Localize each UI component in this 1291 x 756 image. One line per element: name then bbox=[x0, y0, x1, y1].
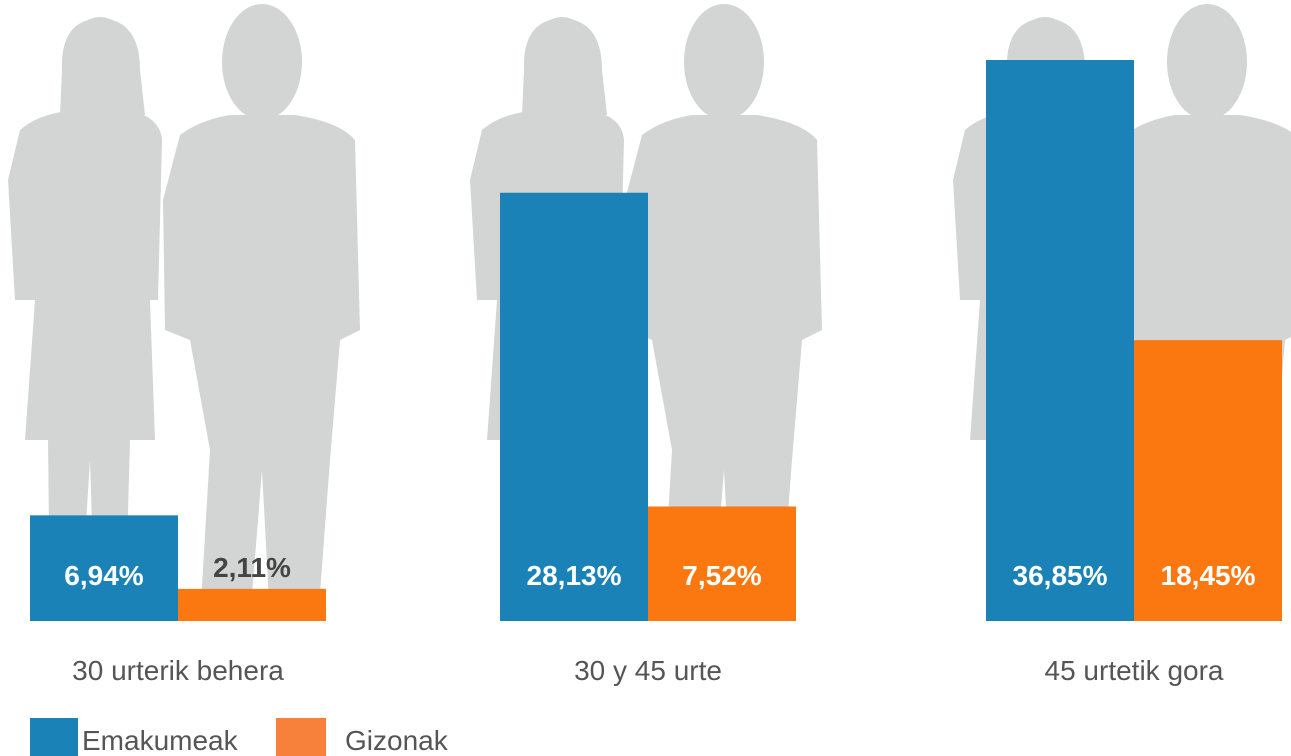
legend-label: Emakumeak bbox=[82, 725, 239, 756]
category-label: 30 urterik behera bbox=[72, 655, 284, 686]
bar bbox=[1134, 340, 1282, 621]
bar bbox=[648, 506, 796, 621]
value-label: 36,85% bbox=[1013, 560, 1108, 591]
legend-swatch bbox=[276, 718, 326, 756]
value-label: 28,13% bbox=[527, 560, 622, 591]
bar bbox=[500, 192, 648, 621]
category-label: 45 urtetik gora bbox=[1045, 655, 1224, 686]
value-label: 2,11% bbox=[213, 552, 291, 583]
legend-label: Gizonak bbox=[345, 725, 449, 756]
value-label: 18,45% bbox=[1161, 560, 1256, 591]
value-label: 6,94% bbox=[64, 560, 143, 591]
bar bbox=[30, 515, 178, 621]
bar bbox=[986, 60, 1134, 621]
bar bbox=[178, 588, 326, 621]
category-label: 30 y 45 urte bbox=[574, 655, 722, 686]
legend-swatch bbox=[30, 718, 78, 756]
value-label: 7,52% bbox=[682, 560, 761, 591]
